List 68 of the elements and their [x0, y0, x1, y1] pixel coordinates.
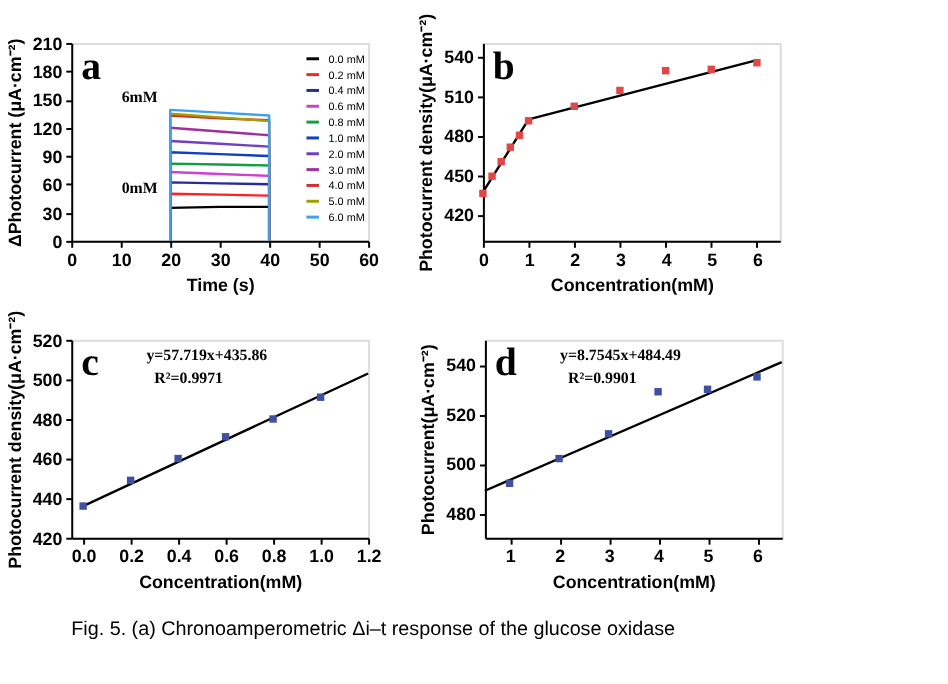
y-tick-label: 0	[52, 231, 63, 252]
chart-title: a	[81, 44, 102, 89]
x-tick-label: 5	[707, 249, 718, 270]
x-tick-label: 2	[555, 546, 566, 567]
y-tick-label: 210	[32, 33, 63, 54]
x-tick-label: 6	[753, 546, 764, 567]
chart-title: d	[494, 341, 517, 386]
x-tick-label: 10	[111, 249, 132, 270]
x-axis-title: Time (s)	[186, 275, 255, 296]
chart-title: c	[81, 341, 100, 386]
y-tick-label: 120	[32, 118, 63, 139]
x-tick-label: 60	[359, 249, 380, 270]
x-tick-label: 1	[524, 249, 535, 270]
y-tick-label: 60	[42, 175, 63, 196]
y-tick-label: 540	[446, 355, 477, 376]
y-tick-label: 510	[444, 86, 475, 107]
y-tick-label: 90	[42, 146, 63, 167]
y-tick-label: 180	[32, 62, 63, 83]
x-tick-label: 30	[210, 249, 231, 270]
annotation: R²=0.9971	[154, 369, 224, 388]
x-axis-title: Concentration(mM)	[550, 275, 714, 296]
x-tick-label: 4	[654, 546, 665, 567]
y-tick-label: 150	[32, 90, 63, 111]
x-axis-title: Concentration(mM)	[139, 572, 303, 593]
y-tick-label: 450	[444, 165, 475, 186]
annotation: 6mM	[121, 88, 159, 107]
annotation: 0mM	[121, 179, 159, 198]
x-tick-label: 0.2	[119, 546, 145, 567]
y-tick-label: 420	[32, 528, 63, 549]
x-tick-label: 50	[309, 249, 330, 270]
y-axis-title: Photocurrent density(μA·cm⁻²)	[416, 13, 437, 272]
x-tick-label: 0	[67, 249, 78, 270]
x-tick-label: 0.6	[214, 546, 240, 567]
chart-title: b	[492, 44, 515, 89]
y-tick-label: 480	[446, 503, 477, 524]
y-tick-label: 520	[446, 404, 477, 425]
x-tick-label: 0.4	[166, 546, 192, 567]
y-tick-label: 440	[32, 489, 63, 510]
y-tick-label: 500	[32, 370, 63, 391]
y-tick-label: 480	[444, 126, 475, 147]
x-tick-label: 1	[505, 546, 516, 567]
y-tick-label: 480	[32, 409, 63, 430]
x-tick-label: 1.0	[309, 546, 335, 567]
y-axis-title: Photocurrent(μA·cm⁻²)	[418, 344, 439, 536]
x-tick-label: 3	[604, 546, 615, 567]
x-tick-label: 3	[615, 249, 626, 270]
x-axis-title: Concentration(mM)	[552, 572, 716, 593]
caption: Fig. 5. (a) Chronoamperometric Δi–t response of the glucose oxidase	[71, 618, 677, 641]
x-tick-label: 2	[570, 249, 581, 270]
y-axis-title: ΔPhotocurrent (μA·cm⁻²)	[4, 38, 25, 248]
annotation: y=8.7545x+484.49	[560, 345, 681, 364]
y-tick-label: 520	[32, 330, 63, 351]
y-axis-title: Photocurrent density(μA·cm⁻²)	[4, 310, 25, 569]
y-tick-label: 500	[446, 454, 477, 475]
y-tick-label: 30	[42, 203, 63, 224]
x-tick-label: 6	[752, 249, 763, 270]
x-tick-label: 0.8	[261, 546, 287, 567]
y-tick-label: 460	[32, 449, 63, 470]
y-tick-label: 420	[444, 205, 475, 226]
y-tick-label: 540	[444, 47, 475, 68]
x-tick-label: 4	[661, 249, 672, 270]
annotation: y=57.719x+435.86	[146, 345, 268, 364]
x-tick-label: 5	[703, 546, 714, 567]
x-tick-label: 40	[260, 249, 281, 270]
annotation: R²=0.9901	[568, 369, 637, 388]
x-tick-label: 1.2	[356, 546, 382, 567]
x-tick-label: 0.0	[71, 546, 97, 567]
x-tick-label: 20	[161, 249, 182, 270]
